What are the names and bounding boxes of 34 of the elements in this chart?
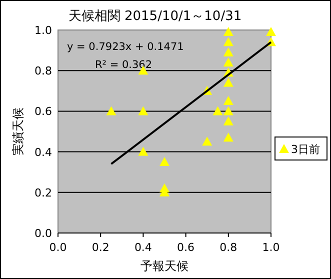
annotation: y = 0.7923x + 0.1471 (67, 41, 184, 53)
point (223, 106, 234, 116)
point (223, 57, 234, 66)
point (223, 47, 234, 56)
point (223, 132, 234, 142)
point (266, 27, 276, 36)
point (202, 136, 212, 146)
point (223, 78, 234, 87)
point (223, 116, 234, 126)
y-tick-label: 1.0 (34, 24, 52, 37)
y-tick-label: 0.6 (34, 105, 52, 118)
point (138, 106, 148, 116)
point (106, 106, 116, 116)
point (160, 156, 170, 166)
x-tick-label: 1.0 (262, 241, 280, 254)
x-tick-label: 0.4 (134, 241, 152, 254)
x-tick-label: 0.0 (49, 241, 67, 254)
point (212, 106, 223, 116)
point (223, 37, 234, 46)
x-tick-label: 0.8 (220, 241, 238, 254)
y-tick-label: 0.0 (34, 227, 52, 240)
x-tick-label: 0.2 (92, 241, 110, 254)
point (223, 96, 234, 106)
chart-title: 天候相関 2015/10/1～10/31 (68, 9, 242, 24)
annotation: R² = 0.362 (95, 59, 152, 71)
y-axis-title: 実績天候 (11, 108, 25, 156)
y-tick-label: 0.8 (34, 64, 52, 78)
y-tick-label: 0.4 (34, 146, 52, 159)
legend-label: 3日前 (291, 143, 320, 156)
point (138, 146, 148, 156)
y-tick-label: 0.2 (34, 186, 52, 200)
x-axis-title: 予報天候 (140, 259, 188, 273)
point (223, 27, 234, 36)
x-tick-label: 0.6 (177, 241, 195, 254)
